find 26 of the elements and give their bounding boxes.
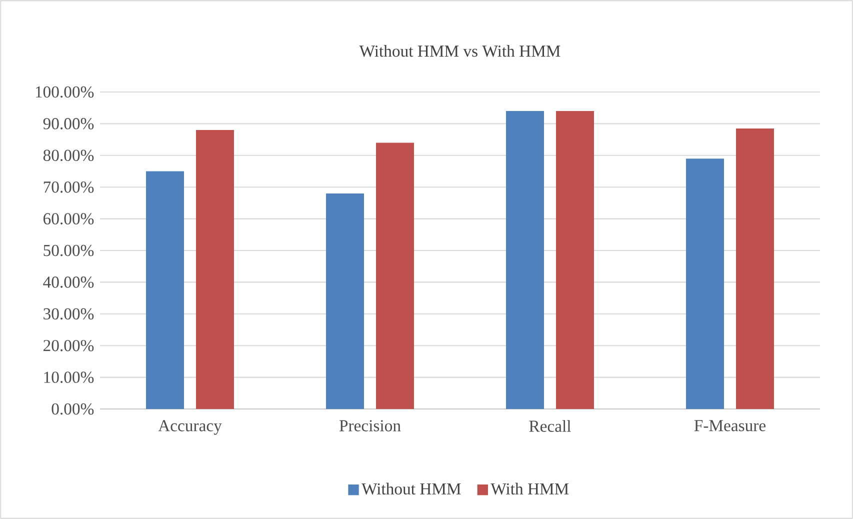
- bar: [506, 111, 544, 410]
- y-tick-label: 20.00%: [44, 340, 94, 352]
- x-tick-label: Recall: [529, 420, 571, 432]
- legend-label: Without HMM: [362, 482, 461, 495]
- y-tick-label: 70.00%: [44, 181, 94, 193]
- y-tick-label: 40.00%: [43, 276, 94, 288]
- bar: [146, 171, 184, 410]
- bar: [736, 128, 774, 410]
- y-tick-label: 100.00%: [36, 86, 94, 98]
- y-tick-label: 0.00%: [52, 403, 94, 415]
- y-tick-label: 90.00%: [43, 118, 94, 130]
- legend-label: With HMM: [490, 482, 569, 495]
- bar: [196, 130, 234, 410]
- bar: [326, 193, 364, 410]
- chart-title: Without HMM vs With HMM: [359, 45, 560, 57]
- bar: [686, 158, 724, 410]
- y-tick-label: 50.00%: [44, 244, 94, 256]
- bar: [556, 111, 594, 410]
- y-tick-label: 60.00%: [44, 213, 94, 224]
- x-tick-label: F-Measure: [694, 420, 766, 432]
- y-tick-label: 10.00%: [44, 372, 94, 383]
- x-tick-label: Precision: [339, 420, 401, 432]
- y-tick-label: 80.00%: [43, 150, 94, 162]
- y-tick-label: 30.00%: [44, 308, 94, 320]
- bar: [376, 142, 414, 410]
- x-tick-label: Accuracy: [158, 420, 222, 435]
